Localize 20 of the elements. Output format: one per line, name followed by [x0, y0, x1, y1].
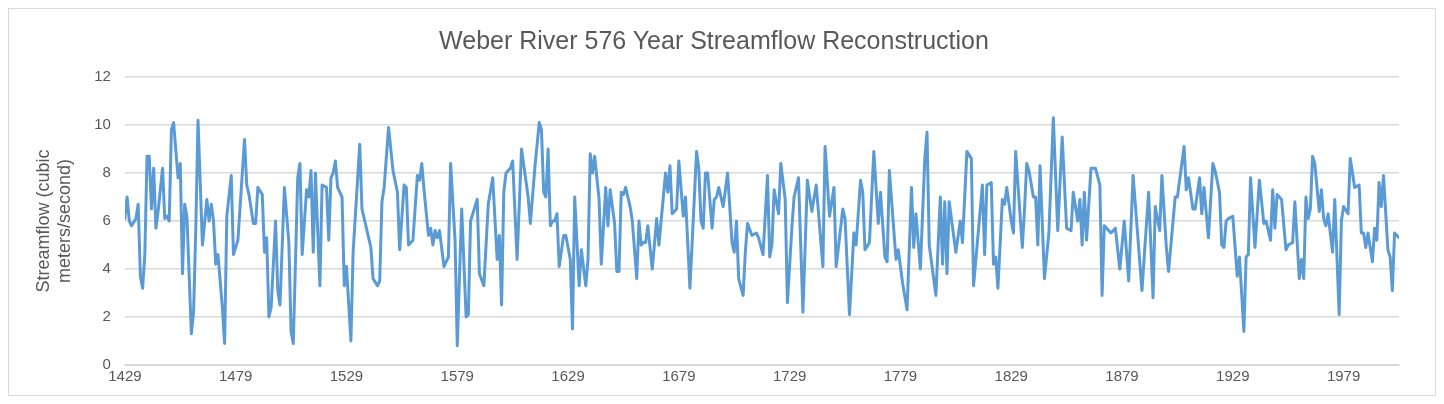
y-tick-label: 2 [102, 307, 111, 325]
chart-title: Weber River 576 Year Streamflow Reconstruction [439, 25, 989, 54]
y-tick-label: 12 [94, 67, 111, 85]
y-tick-label: 4 [102, 259, 111, 277]
x-tick-label: 1679 [662, 367, 696, 385]
x-tick-label: 1729 [772, 367, 807, 385]
x-tick-label: 1879 [1105, 367, 1139, 385]
x-tick-label: 1579 [440, 367, 474, 385]
x-tick-label: 1929 [1216, 367, 1250, 385]
x-tick-label: 1829 [994, 367, 1028, 385]
y-tick-label: 0 [102, 355, 111, 373]
y-tick-label: 6 [102, 211, 111, 229]
y-tick-label: 10 [94, 115, 111, 133]
x-tick-label: 1629 [551, 367, 585, 385]
x-tick-label: 1529 [329, 367, 364, 385]
x-tick-label: 1979 [1326, 367, 1361, 385]
x-tick-label: 1779 [883, 367, 918, 385]
y-axis-title: Streamflow (cubic meters/second) [32, 149, 75, 293]
y-tick-label: 8 [102, 163, 111, 181]
x-tick-label: 1479 [218, 367, 253, 385]
